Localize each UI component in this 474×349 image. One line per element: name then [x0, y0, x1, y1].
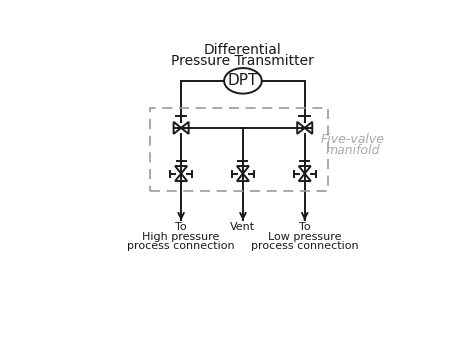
Text: manifold: manifold — [326, 144, 380, 157]
Text: Low pressure: Low pressure — [268, 232, 341, 242]
Text: To: To — [299, 222, 310, 232]
Text: DPT: DPT — [228, 73, 258, 88]
Text: Pressure Transmitter: Pressure Transmitter — [172, 54, 314, 68]
Text: High pressure: High pressure — [142, 232, 220, 242]
Bar — [150, 108, 328, 191]
Text: process connection: process connection — [251, 240, 358, 251]
Text: To: To — [175, 222, 187, 232]
Text: Differential: Differential — [204, 43, 282, 57]
Text: Five-valve: Five-valve — [321, 133, 385, 147]
Text: Vent: Vent — [230, 222, 255, 232]
Ellipse shape — [224, 68, 262, 94]
Text: process connection: process connection — [128, 240, 235, 251]
